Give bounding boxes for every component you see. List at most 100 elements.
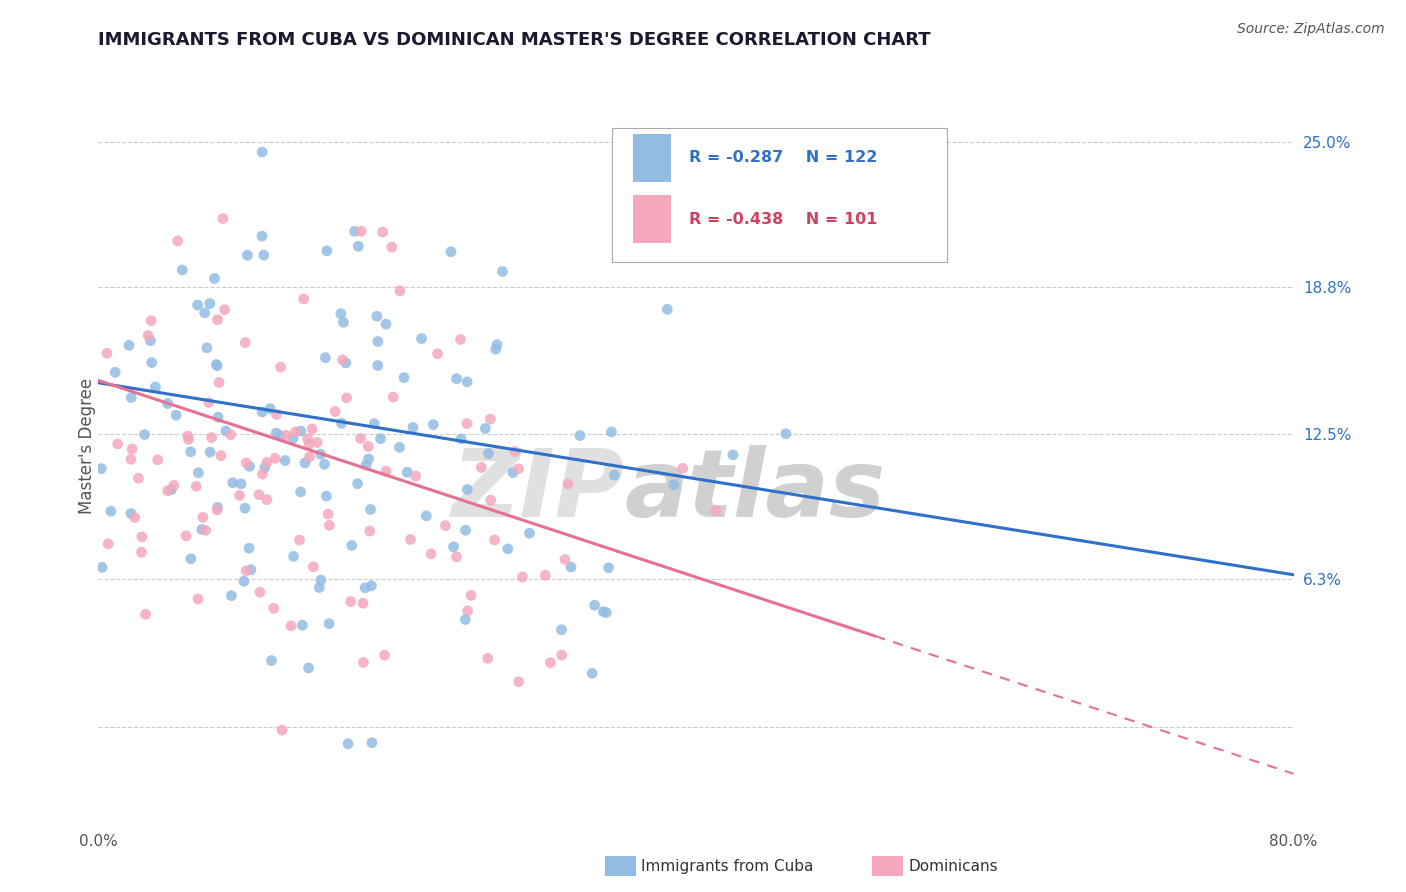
- Point: [415, 508, 437, 523]
- Point: [519, 526, 541, 541]
- Point: [434, 518, 457, 533]
- Point: [280, 619, 302, 633]
- Point: [247, 488, 270, 502]
- Point: [195, 341, 218, 355]
- Point: [156, 483, 179, 498]
- Point: [569, 428, 592, 442]
- Point: [209, 449, 232, 463]
- Point: [357, 439, 380, 453]
- Point: [592, 605, 614, 619]
- Point: [191, 523, 214, 537]
- Point: [457, 604, 479, 618]
- Point: [672, 461, 695, 475]
- Point: [485, 342, 508, 356]
- Point: [135, 607, 157, 622]
- Point: [371, 225, 394, 239]
- Y-axis label: Master's Degree: Master's Degree: [79, 378, 96, 514]
- Point: [120, 507, 142, 521]
- Point: [470, 460, 492, 475]
- Point: [603, 468, 626, 483]
- Text: Immigrants from Cuba: Immigrants from Cuba: [641, 859, 814, 873]
- Point: [174, 529, 197, 543]
- Point: [335, 391, 357, 405]
- Point: [308, 581, 330, 595]
- Point: [657, 302, 679, 317]
- Point: [340, 539, 363, 553]
- Point: [538, 656, 561, 670]
- Point: [284, 425, 307, 439]
- Point: [420, 547, 443, 561]
- Point: [97, 537, 120, 551]
- Point: [91, 560, 114, 574]
- Point: [360, 502, 382, 516]
- Point: [352, 656, 374, 670]
- Point: [127, 471, 149, 485]
- Text: R = -0.287    N = 122: R = -0.287 N = 122: [689, 151, 877, 165]
- Point: [297, 661, 319, 675]
- Text: ZIP: ZIP: [451, 445, 624, 537]
- Point: [375, 464, 398, 478]
- Point: [460, 588, 482, 602]
- Point: [396, 465, 419, 479]
- Point: [581, 666, 603, 681]
- Point: [266, 408, 288, 422]
- Point: [557, 477, 579, 491]
- Point: [229, 476, 252, 491]
- Point: [354, 458, 377, 472]
- Point: [363, 417, 385, 431]
- Point: [172, 263, 194, 277]
- Point: [479, 493, 502, 508]
- Point: [274, 453, 297, 467]
- Point: [96, 346, 118, 360]
- Point: [704, 503, 727, 517]
- Point: [316, 244, 339, 258]
- Point: [503, 444, 526, 458]
- Point: [249, 585, 271, 599]
- Point: [375, 317, 398, 331]
- Point: [456, 483, 478, 497]
- Point: [583, 598, 606, 612]
- Point: [141, 313, 163, 327]
- Point: [339, 594, 361, 608]
- Point: [388, 284, 411, 298]
- Point: [366, 310, 388, 324]
- Point: [551, 648, 574, 663]
- Point: [440, 244, 463, 259]
- Point: [104, 365, 127, 379]
- Point: [271, 723, 294, 737]
- Point: [207, 312, 229, 326]
- Point: [139, 334, 162, 348]
- Point: [120, 452, 142, 467]
- Point: [302, 559, 325, 574]
- Point: [264, 451, 287, 466]
- Point: [215, 424, 238, 438]
- Point: [146, 453, 169, 467]
- Point: [253, 460, 276, 475]
- Point: [120, 391, 142, 405]
- Point: [191, 510, 214, 524]
- FancyBboxPatch shape: [613, 128, 948, 262]
- Point: [180, 551, 202, 566]
- Point: [446, 372, 468, 386]
- Point: [662, 478, 685, 492]
- Point: [479, 412, 502, 426]
- Point: [512, 570, 534, 584]
- Point: [180, 444, 202, 458]
- Point: [343, 224, 366, 238]
- Point: [354, 581, 377, 595]
- Point: [238, 459, 260, 474]
- Point: [337, 737, 360, 751]
- Point: [107, 437, 129, 451]
- Point: [232, 574, 254, 589]
- Point: [207, 500, 229, 515]
- Point: [721, 448, 744, 462]
- Point: [315, 489, 337, 503]
- Point: [222, 475, 245, 490]
- Point: [309, 573, 332, 587]
- Point: [134, 427, 156, 442]
- Point: [318, 518, 340, 533]
- Point: [163, 478, 186, 492]
- Point: [496, 541, 519, 556]
- Point: [250, 145, 273, 160]
- Point: [323, 404, 346, 418]
